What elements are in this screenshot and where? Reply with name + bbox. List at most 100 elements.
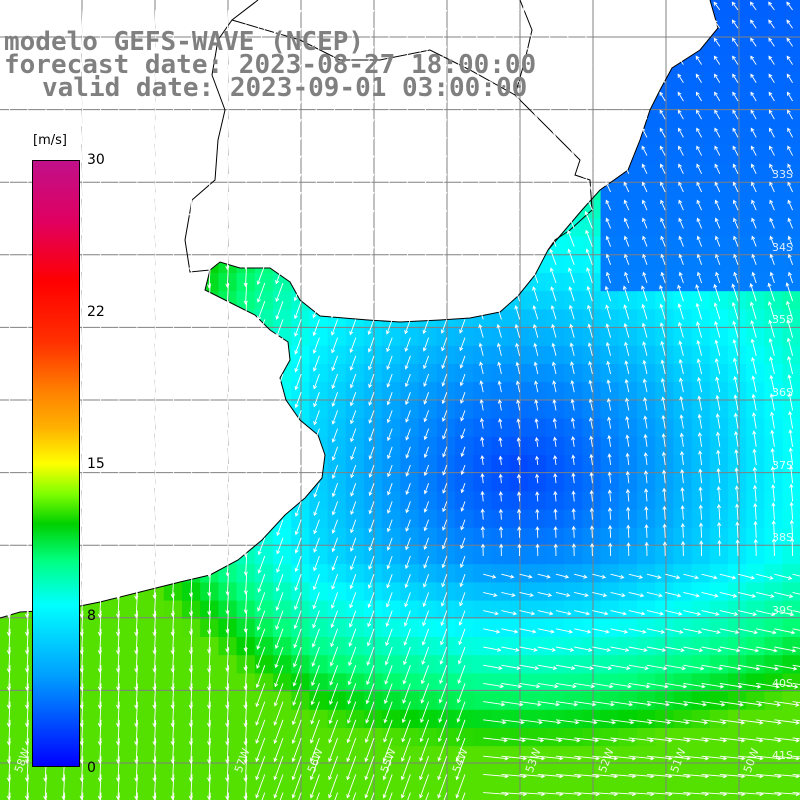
wind-arrow (732, 145, 739, 156)
wind-arrow (537, 737, 563, 743)
wind-arrow (387, 483, 393, 496)
wind-arrow (696, 235, 703, 247)
wind-arrow (273, 737, 284, 763)
wind-arrow (331, 483, 339, 498)
wind-arrow (714, 339, 721, 356)
wind-arrow (136, 792, 138, 800)
wind-arrow (294, 574, 302, 592)
wind-arrow (665, 701, 689, 707)
wind-speed-cell (546, 600, 565, 620)
wind-speed-cell (782, 163, 800, 183)
wind-speed-cell (564, 673, 583, 693)
wind-speed-cell (637, 600, 656, 620)
wind-speed-cell (254, 273, 274, 292)
wind-speed-cell (546, 637, 565, 656)
wind-arrow (309, 82, 320, 107)
wind-arrow (570, 398, 575, 411)
wind-speed-cell (782, 145, 800, 165)
wind-arrow (535, 473, 540, 484)
wind-arrow (628, 591, 645, 598)
wind-arrow (786, 91, 793, 102)
wind-speed-cell (491, 746, 511, 765)
wind-arrow (626, 542, 631, 557)
wind-arrow (628, 573, 644, 579)
wind-speed-cell (618, 564, 638, 583)
wind-speed-cell (782, 691, 800, 711)
wind-speed-cell (418, 782, 438, 800)
wind-arrow (571, 490, 576, 502)
wind-arrow (787, 235, 794, 247)
wind-arrow (225, 537, 230, 559)
wind-arrow (312, 337, 320, 354)
wind-arrow (553, 473, 558, 484)
wind-arrow (516, 455, 521, 466)
wind-arrow (751, 356, 757, 375)
wind-arrow (610, 701, 634, 707)
wind-speed-cell (546, 673, 565, 693)
wind-speed-cell (673, 473, 693, 492)
wind-speed-cell (491, 546, 511, 565)
wind-speed-cell (782, 273, 800, 292)
wind-speed-cell (273, 655, 292, 674)
wind-speed-cell (618, 509, 638, 529)
wind-speed-cell (382, 637, 401, 656)
wind-arrow (574, 664, 594, 671)
wind-arrow (564, 155, 575, 174)
wind-speed-cell (254, 691, 274, 711)
wind-arrow (275, 610, 284, 630)
wind-speed-cell (345, 509, 365, 529)
wind-speed-cell (728, 618, 747, 638)
wind-arrow (442, 428, 448, 440)
wind-arrow (364, 100, 375, 124)
wind-arrow (769, 199, 775, 211)
wind-speed-cell (782, 418, 800, 438)
wind-arrow (313, 392, 320, 408)
wind-arrow (552, 380, 557, 393)
wind-arrow (489, 80, 502, 102)
wind-arrow (641, 109, 648, 120)
wind-speed-cell (691, 473, 711, 492)
wind-speed-cell (455, 709, 474, 729)
wind-arrow (511, 0, 520, 11)
wind-speed-cell (418, 600, 438, 620)
wind-arrow (365, 173, 375, 195)
wind-arrow (770, 466, 775, 484)
wind-arrow (537, 591, 553, 598)
wind-arrow (275, 592, 284, 611)
wind-arrow (752, 430, 757, 447)
wind-speed-cell (473, 473, 492, 492)
wind-speed-cell (637, 728, 656, 747)
wind-arrow (792, 755, 800, 758)
wind-arrow (291, 100, 302, 126)
wind-arrow (293, 264, 302, 284)
wind-speed-cell (600, 600, 620, 620)
wind-arrow (487, 43, 502, 65)
wind-speed-cell (673, 455, 693, 474)
wind-arrow (225, 410, 230, 431)
wind-speed-cell (309, 600, 329, 620)
wind-arrow (366, 191, 375, 212)
wind-arrow (459, 337, 466, 352)
wind-speed-cell (345, 728, 365, 747)
wind-arrow (527, 136, 539, 156)
wind-arrow (625, 488, 631, 502)
wind-arrow (257, 337, 266, 357)
wind-arrow (404, 574, 411, 589)
wind-arrow (346, 100, 357, 125)
wind-arrow (788, 429, 794, 447)
wind-speed-cell (473, 582, 492, 602)
wind-arrow (331, 555, 339, 571)
wind-arrow (329, 683, 339, 705)
wind-speed-cell (782, 582, 800, 602)
wind-speed-cell (782, 564, 800, 583)
wind-arrow (501, 646, 520, 652)
wind-arrow (659, 19, 666, 29)
wind-arrow (714, 199, 721, 211)
wind-arrow (292, 155, 302, 178)
wind-arrow (787, 253, 794, 265)
wind-arrow (225, 519, 230, 540)
wind-arrow (367, 574, 375, 589)
wind-speed-cell (382, 491, 401, 511)
wind-arrow (401, 82, 411, 107)
wind-speed-cell (400, 364, 420, 383)
